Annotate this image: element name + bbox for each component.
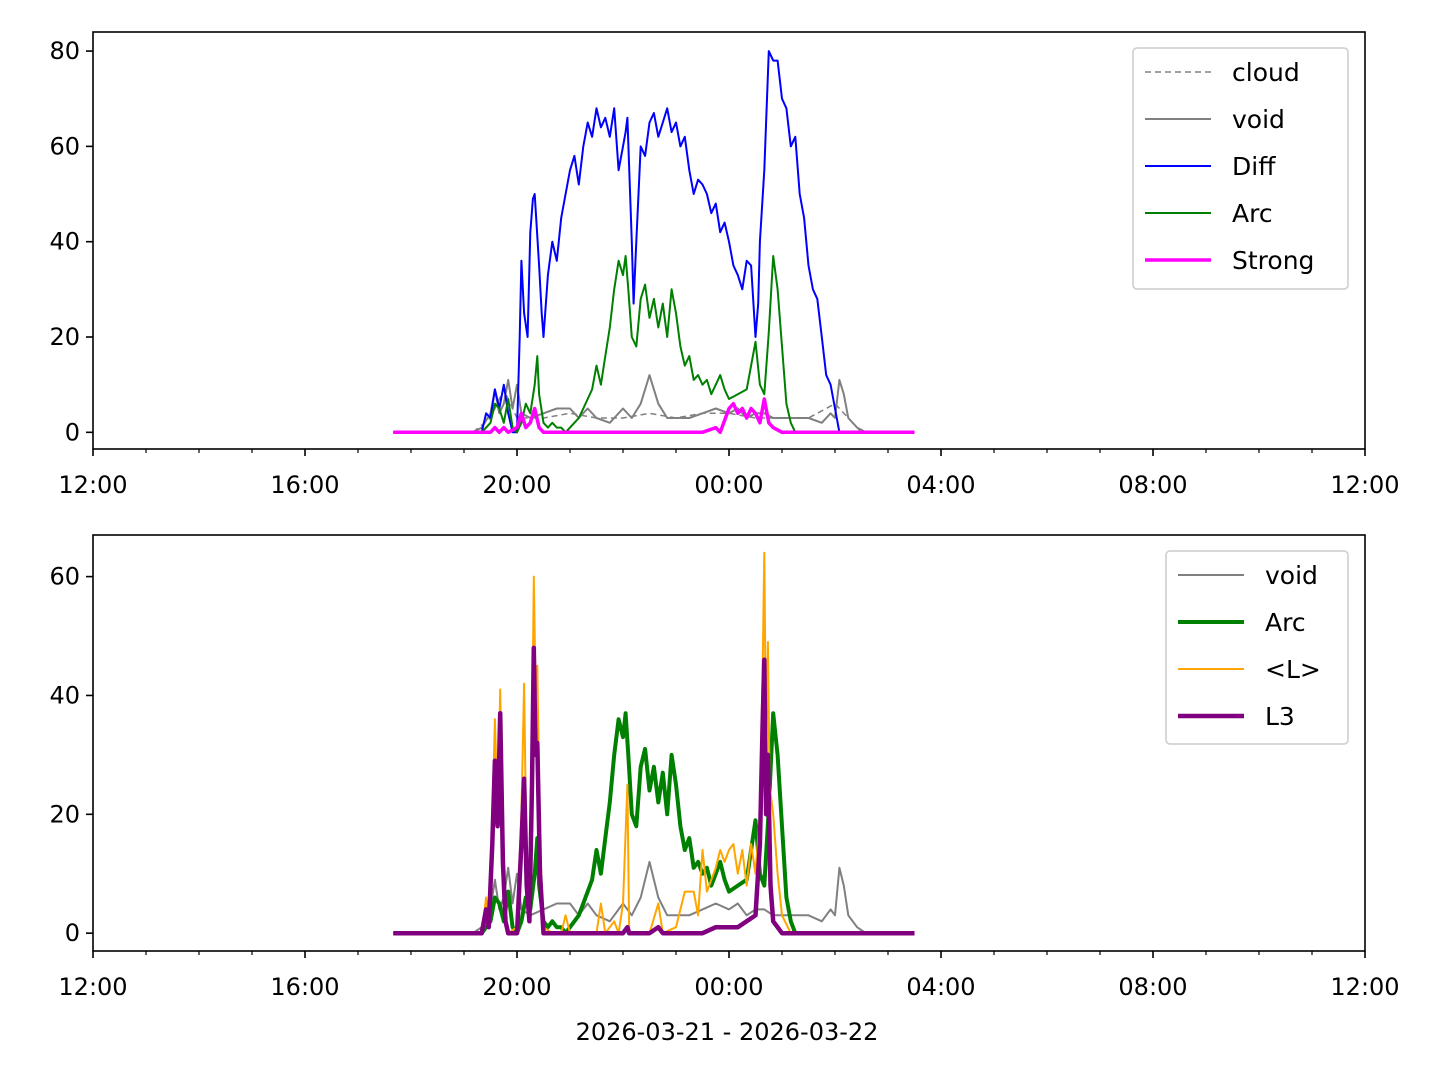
x-tick-label: 12:00 xyxy=(58,973,127,1001)
legend-label: Strong xyxy=(1232,246,1314,275)
x-tick-label: 08:00 xyxy=(1118,471,1187,499)
series-group xyxy=(393,551,915,936)
series-line-void xyxy=(393,860,915,935)
x-tick-label: 04:00 xyxy=(906,973,975,1001)
y-tick-label: 60 xyxy=(49,563,80,591)
series-line-l3 xyxy=(393,645,915,936)
series-line-strong xyxy=(393,397,915,435)
x-tick-label: 20:00 xyxy=(482,973,551,1001)
legend-label: void xyxy=(1265,561,1318,590)
series-line-void xyxy=(393,374,915,434)
y-tick-label: 0 xyxy=(65,919,80,947)
y-tick-label: 40 xyxy=(49,681,80,709)
y-tick-label: 0 xyxy=(65,418,80,446)
legend-label: cloud xyxy=(1232,58,1300,87)
y-tick-label: 60 xyxy=(49,132,80,160)
x-axis-label: 2026-03-21 - 2026-03-22 xyxy=(576,1018,879,1046)
legend-label: void xyxy=(1232,105,1285,134)
legend-label: <L> xyxy=(1265,655,1321,684)
x-tick-label: 08:00 xyxy=(1118,973,1187,1001)
x-tick-label: 12:00 xyxy=(1330,471,1399,499)
chart-panel-bottom: 0 20 40 60 12:00 16:00 20:00 00:00 04:00 08:00 12:… xyxy=(49,534,1400,1001)
legend: void Arc <L> L3 xyxy=(1165,550,1349,745)
chart-panel-top: 0 20 40 60 80 12:00 16:00 20:00 00:00 04:00 08:00 1… xyxy=(49,31,1400,499)
legend-box xyxy=(1132,47,1349,290)
x-tick-label: 20:00 xyxy=(482,471,551,499)
y-tick-label: 40 xyxy=(49,228,80,256)
legend-box xyxy=(1165,550,1349,745)
series-line-arc xyxy=(393,255,915,434)
x-tick-label: 12:00 xyxy=(58,471,127,499)
y-tick-label: 80 xyxy=(49,37,80,65)
x-tick-label: 00:00 xyxy=(694,471,763,499)
x-tick-label: 16:00 xyxy=(270,471,339,499)
legend-label: Arc xyxy=(1232,199,1273,228)
legend-label: Arc xyxy=(1265,608,1306,637)
legend: cloud void Diff Arc Strong xyxy=(1132,47,1349,290)
x-tick-label: 00:00 xyxy=(694,973,763,1001)
x-tick-label: 12:00 xyxy=(1330,973,1399,1001)
series-line-diff xyxy=(393,50,915,434)
legend-label: L3 xyxy=(1265,702,1295,731)
legend-label: Diff xyxy=(1232,152,1276,181)
x-tick-label: 16:00 xyxy=(270,973,339,1001)
y-tick-label: 20 xyxy=(49,800,80,828)
y-tick-label: 20 xyxy=(49,323,80,351)
series-group xyxy=(393,50,915,435)
x-tick-label: 04:00 xyxy=(906,471,975,499)
